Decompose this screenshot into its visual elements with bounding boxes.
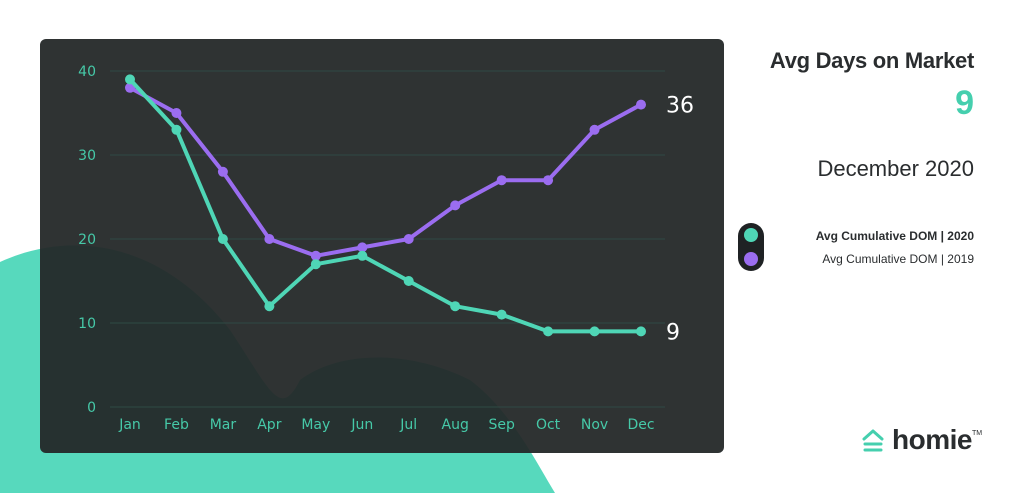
period-label: December 2020 (817, 156, 974, 181)
x-tick-label: Mar (210, 417, 237, 433)
series-lines (125, 74, 646, 337)
y-tick-label: 10 (78, 316, 96, 332)
x-tick-label: Aug (442, 417, 469, 433)
series-end-label: 9 (666, 320, 680, 345)
data-point (403, 276, 414, 286)
y-axis-ticks: 0 10 20 30 40 (78, 64, 96, 416)
house-icon (862, 429, 884, 452)
legend-dot-2020 (744, 228, 758, 242)
legend-toggle (738, 223, 764, 271)
data-point (636, 99, 646, 110)
data-point (310, 250, 321, 261)
data-point (450, 200, 461, 211)
series-line (128, 77, 643, 334)
data-point (496, 309, 507, 320)
data-point (543, 326, 554, 337)
y-tick-label: 20 (78, 232, 96, 248)
end-labels: 36 9 (666, 94, 694, 346)
series-end-label: 36 (666, 94, 694, 119)
x-tick-label: Jun (350, 417, 373, 433)
series-line (128, 85, 643, 258)
x-tick-label: Jan (118, 417, 141, 433)
data-point (125, 82, 135, 93)
brand-logo: homie TM (862, 424, 982, 456)
data-point (496, 175, 507, 186)
x-tick-label: Oct (536, 417, 561, 433)
data-point (589, 326, 600, 337)
data-point (450, 301, 461, 312)
legend-dot-2019 (744, 252, 758, 266)
y-tick-label: 40 (78, 64, 96, 80)
x-tick-label: Jul (399, 417, 417, 433)
data-point (125, 74, 135, 85)
x-axis-ticks: Jan Feb Mar Apr May Jun Jul Aug Sep Oct Nov Dec (118, 417, 654, 433)
x-tick-label: Feb (164, 417, 189, 433)
data-point (589, 124, 600, 135)
legend-item-2019: Avg Cumulative DOM | 2019 (822, 252, 974, 266)
data-point (171, 108, 182, 118)
data-point (264, 234, 275, 244)
data-point (310, 259, 321, 270)
legend-item-2020: Avg Cumulative DOM | 2020 (815, 229, 974, 243)
x-tick-label: Dec (627, 417, 654, 433)
data-point (357, 250, 368, 261)
data-point (543, 175, 554, 186)
brand-trademark: TM (971, 430, 983, 437)
data-point (217, 166, 228, 177)
y-tick-label: 30 (78, 148, 96, 164)
data-point (636, 326, 646, 337)
data-point (264, 301, 275, 312)
current-value: 9 (955, 84, 974, 122)
data-point (171, 124, 182, 135)
gridlines (110, 70, 665, 408)
x-tick-label: Nov (581, 417, 608, 433)
chart-title: Avg Days on Market (769, 48, 974, 73)
x-tick-label: Apr (257, 417, 281, 433)
x-tick-label: Sep (488, 417, 515, 433)
data-point (357, 242, 368, 253)
data-point (217, 234, 228, 244)
line-chart: 0 10 20 30 40 Jan Feb Mar Apr May Jun Jul Aug Sep Oct… (78, 64, 694, 433)
brand-name: homie (892, 424, 972, 455)
data-point (403, 234, 414, 244)
x-tick-label: May (301, 417, 330, 433)
y-tick-label: 0 (87, 400, 96, 416)
